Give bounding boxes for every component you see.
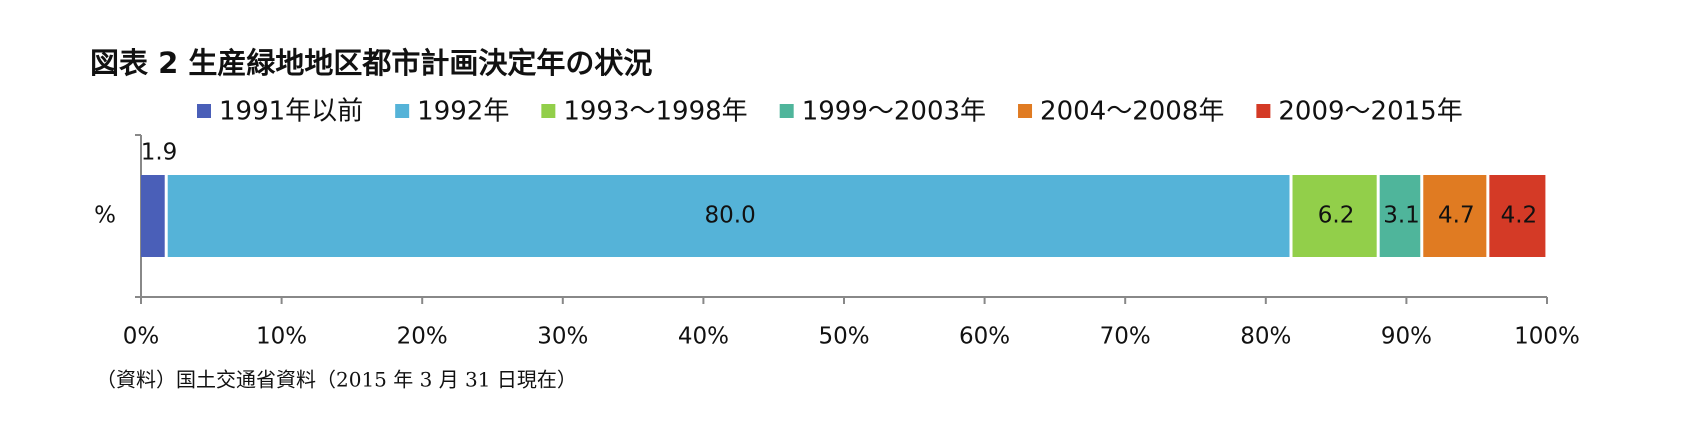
bar-segment: [1489, 175, 1546, 257]
x-tick-label: 10%: [256, 324, 307, 350]
x-tick-label: 100%: [1514, 324, 1580, 350]
value-label: 6.2: [1318, 203, 1355, 229]
value-label: 4.2: [1501, 203, 1538, 229]
legend-swatch: [541, 104, 556, 118]
bar-segment: [1379, 175, 1421, 257]
source-note: （資料）国土交通省資料（2015 年 3 月 31 日現在）: [96, 368, 577, 392]
bar-segment: [1292, 175, 1377, 257]
legend-label: 1999～2003年: [802, 97, 986, 127]
legend-swatch: [779, 104, 794, 118]
value-label: 4.7: [1438, 203, 1475, 229]
x-tick-label: 90%: [1381, 324, 1432, 350]
legend-label: 2004～2008年: [1040, 97, 1224, 127]
x-tick-label: 70%: [1100, 324, 1151, 350]
chart-title: 図表 2 生産緑地地区都市計画決定年の状況: [90, 46, 652, 80]
x-tick-label: 30%: [537, 324, 588, 350]
value-label: 1.9: [141, 140, 178, 166]
value-label: 80.0: [705, 203, 756, 229]
legend-label: 1992年: [417, 97, 509, 127]
legend-label: 1991年以前: [219, 97, 363, 127]
y-tick-label: %: [94, 203, 116, 229]
x-tick-label: 0%: [123, 324, 160, 350]
x-tick-label: 40%: [678, 324, 729, 350]
bar-segment: [167, 175, 1290, 257]
legend-swatch: [395, 104, 410, 118]
legend-swatch: [197, 104, 211, 118]
bar-segment: [141, 175, 165, 257]
x-tick-label: 50%: [818, 324, 869, 350]
legend-swatch: [1256, 104, 1271, 118]
legend-label: 1993～1998年: [563, 97, 747, 127]
x-tick-label: 80%: [1240, 324, 1291, 350]
value-label: 3.1: [1383, 203, 1420, 229]
bar-segment: [1423, 175, 1487, 257]
legend-swatch: [1018, 104, 1033, 118]
legend-label: 2009～2015年: [1278, 97, 1462, 127]
x-tick-label: 20%: [397, 324, 448, 350]
x-tick-label: 60%: [959, 324, 1010, 350]
